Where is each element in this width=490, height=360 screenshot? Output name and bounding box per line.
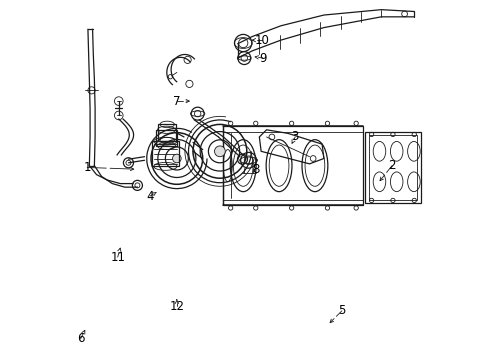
Text: 2: 2 [388,159,396,172]
Text: 1: 1 [83,161,91,174]
Text: 10: 10 [255,33,270,47]
Circle shape [215,146,225,157]
Text: 11: 11 [110,251,125,264]
Text: 5: 5 [338,305,345,318]
Circle shape [172,154,181,163]
Text: 6: 6 [77,332,84,345]
Text: 7: 7 [173,95,181,108]
Text: 12: 12 [170,300,184,313]
Text: 4: 4 [146,190,154,203]
Text: 9: 9 [259,51,267,64]
Text: 8: 8 [252,163,259,176]
Text: 3: 3 [292,130,299,144]
